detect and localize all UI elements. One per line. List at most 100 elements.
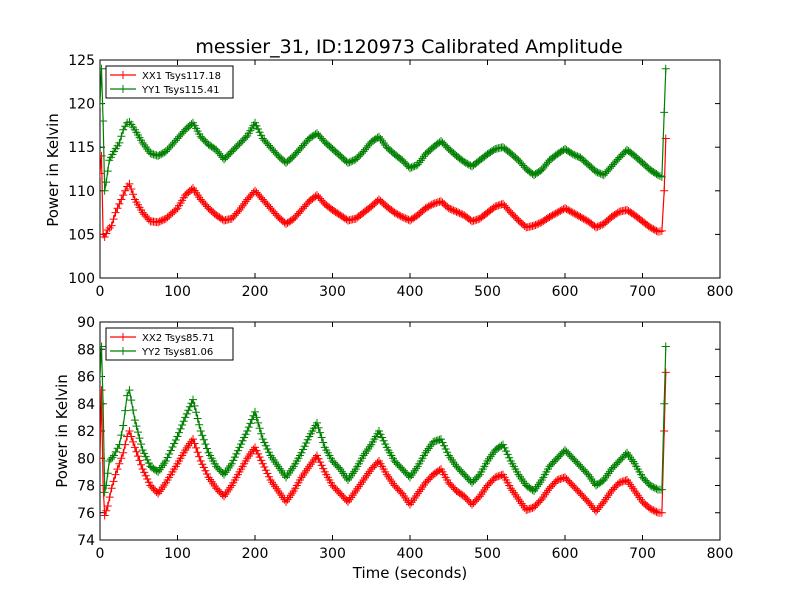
data-point [660,399,669,408]
data-point [299,445,308,454]
data-point [119,191,128,200]
bottom-plot: 0 100 200 300 400 500 600 700 800 74 76 78 80 82 84 86 8… [77,315,733,562]
data-point [163,453,172,462]
data-point [115,440,124,449]
data-point [178,421,187,430]
series-markers-1 [100,368,670,520]
data-point [100,454,104,463]
y-tick-label: 110 [68,184,95,200]
data-point [171,205,180,214]
data-point [130,416,139,425]
data-point [100,64,106,73]
data-point [100,342,106,351]
data-point [100,488,109,497]
x-tick-label: 0 [96,546,105,562]
y-tick-label: 76 [77,506,95,522]
data-point [192,408,201,417]
data-point [657,226,666,235]
data-point [117,132,126,141]
data-point [140,140,149,149]
data-point [660,108,669,117]
data-point [376,134,385,143]
data-point [319,438,328,447]
data-point [138,446,147,455]
data-point [238,201,247,210]
legend: XX2 Tsys85.71 YY2 Tsys81.06 [105,327,234,361]
data-point [443,448,452,457]
data-point [654,171,662,180]
data-point [123,391,132,400]
data-point [317,461,326,470]
data-point [251,443,259,452]
data-point [201,440,210,449]
data-point [161,456,170,465]
data-point [189,435,197,444]
data-point [379,139,388,148]
data-point [100,186,109,195]
data-point [165,143,174,152]
data-point [168,442,177,451]
data-point [130,443,139,452]
data-point [258,435,267,444]
data-point [166,446,175,455]
data-point [100,117,108,126]
data-point [107,484,116,493]
x-tick-label: 300 [319,546,346,562]
y-tick-label: 100 [68,271,95,287]
series-line-1 [100,372,667,516]
data-point [202,444,211,453]
series-line-2 [100,346,667,493]
data-point [232,449,241,458]
data-point [107,221,116,230]
data-point [503,450,512,459]
data-point [100,169,104,178]
data-point [660,186,669,195]
data-point [238,436,247,445]
data-point [241,430,250,439]
data-point [163,145,172,154]
data-point [263,469,272,478]
x-tick-label: 700 [629,546,656,562]
data-point [111,447,120,456]
data-point [313,451,321,460]
data-point [171,136,180,145]
y-tick-label: 80 [77,451,95,467]
data-point [195,452,204,461]
data-point [652,170,661,179]
data-point [127,185,136,194]
data-point [598,499,607,508]
data-point [319,464,328,473]
data-point [258,459,267,468]
data-point [235,205,244,214]
data-point [415,158,424,167]
data-point [141,471,150,480]
x-tick-label: 0 [96,284,105,300]
data-point [227,459,236,468]
data-point [235,443,244,452]
data-point [246,419,255,428]
legend-label-1: XX2 Tsys85.71 [142,333,215,344]
data-point [378,136,387,145]
data-point [144,478,153,487]
legend-marker [119,347,127,355]
data-point [375,132,383,141]
data-point [137,440,146,449]
data-point [297,448,306,457]
data-point [117,431,126,440]
data-point [375,427,383,435]
data-point [102,178,111,187]
data-point [129,190,138,199]
x-tick-label: 800 [707,546,734,562]
x-tick-label: 600 [552,284,579,300]
data-point [657,485,666,494]
data-point [176,424,185,433]
series-markers-2 [100,342,670,497]
data-point [105,493,114,502]
data-point [193,414,202,423]
data-point [438,438,447,447]
data-point [416,156,425,165]
data-point [314,423,323,432]
data-point [121,406,130,415]
data-point [109,477,118,486]
data-point [127,432,136,441]
